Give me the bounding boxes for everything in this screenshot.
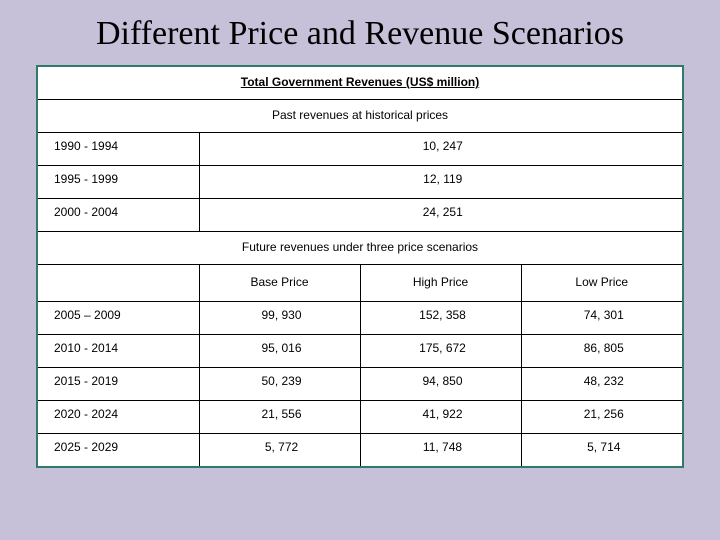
low-cell: 48, 232 [521,368,682,401]
low-cell: 74, 301 [521,302,682,335]
period-cell: 1995 - 1999 [38,166,199,199]
table-row: 1990 - 1994 10, 247 [38,133,682,166]
period-cell: 2015 - 2019 [38,368,199,401]
base-cell: 5, 772 [199,434,360,467]
base-cell: 21, 556 [199,401,360,434]
period-cell: 2005 – 2009 [38,302,199,335]
scenario-col-high: High Price [360,265,521,302]
table-row: 2015 - 2019 50, 239 94, 850 48, 232 [38,368,682,401]
table-header-main: Total Government Revenues (US$ million) [38,67,682,100]
table-row: 2005 – 2009 99, 930 152, 358 74, 301 [38,302,682,335]
high-cell: 152, 358 [360,302,521,335]
high-cell: 94, 850 [360,368,521,401]
revenue-table: Total Government Revenues (US$ million) … [38,67,682,466]
table-row: 2000 - 2004 24, 251 [38,199,682,232]
slide-title: Different Price and Revenue Scenarios [0,0,720,65]
high-cell: 175, 672 [360,335,521,368]
low-cell: 5, 714 [521,434,682,467]
period-cell: 2025 - 2029 [38,434,199,467]
low-cell: 86, 805 [521,335,682,368]
high-cell: 11, 748 [360,434,521,467]
scenario-col-blank [38,265,199,302]
period-cell: 2010 - 2014 [38,335,199,368]
period-cell: 1990 - 1994 [38,133,199,166]
high-cell: 41, 922 [360,401,521,434]
table-row: 2020 - 2024 21, 556 41, 922 21, 256 [38,401,682,434]
period-cell: 2000 - 2004 [38,199,199,232]
value-cell: 24, 251 [199,199,682,232]
table-header-past: Past revenues at historical prices [38,100,682,133]
scenario-col-low: Low Price [521,265,682,302]
table-row: 1995 - 1999 12, 119 [38,166,682,199]
table-header-main-text: Total Government Revenues (US$ million) [241,75,480,89]
period-cell: 2020 - 2024 [38,401,199,434]
scenario-col-base: Base Price [199,265,360,302]
base-cell: 99, 930 [199,302,360,335]
scenario-header-row: Base Price High Price Low Price [38,265,682,302]
low-cell: 21, 256 [521,401,682,434]
table-row: 2025 - 2029 5, 772 11, 748 5, 714 [38,434,682,467]
base-cell: 95, 016 [199,335,360,368]
base-cell: 50, 239 [199,368,360,401]
table-row: 2010 - 2014 95, 016 175, 672 86, 805 [38,335,682,368]
revenue-table-container: Total Government Revenues (US$ million) … [36,65,684,468]
value-cell: 12, 119 [199,166,682,199]
value-cell: 10, 247 [199,133,682,166]
table-header-future: Future revenues under three price scenar… [38,232,682,265]
